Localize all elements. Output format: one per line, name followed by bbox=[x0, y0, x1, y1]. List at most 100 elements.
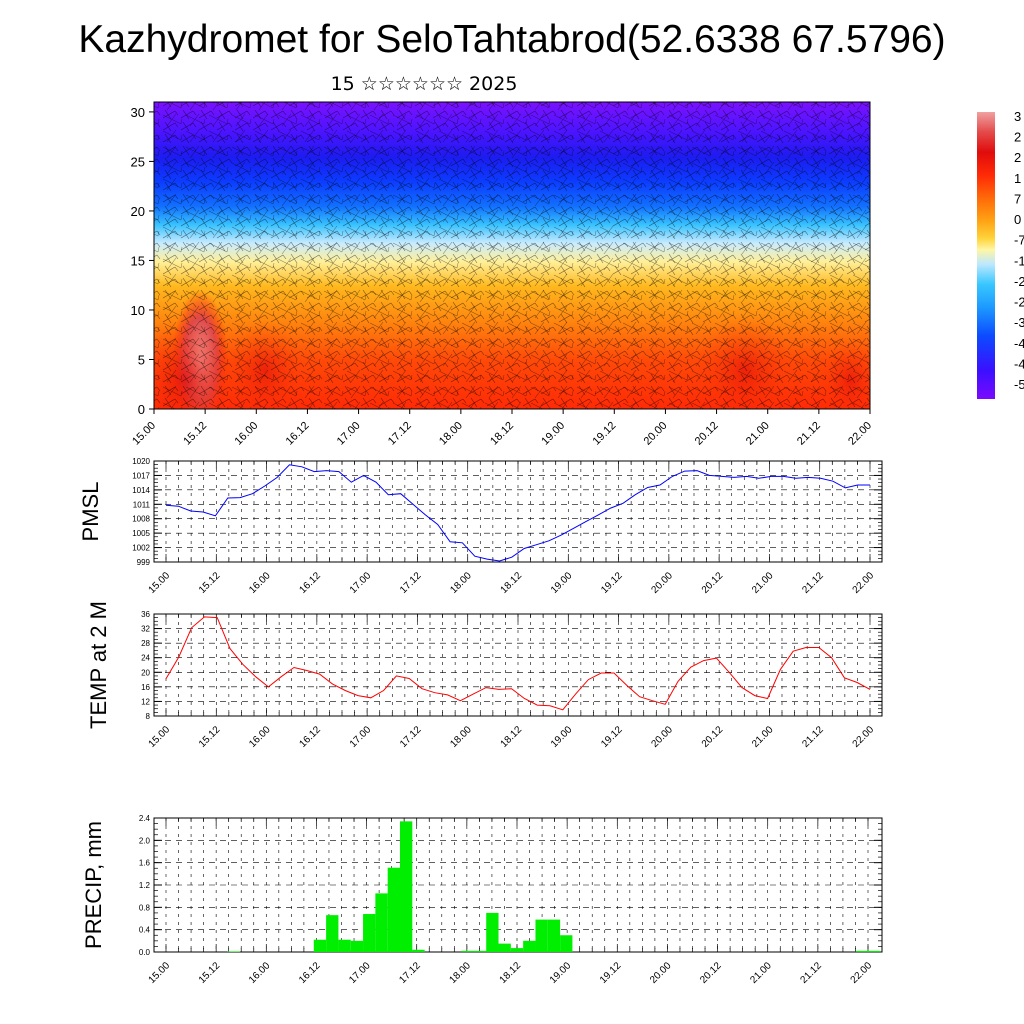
y-tick-label: 0.0 bbox=[139, 948, 151, 957]
colorbar-label: 7 bbox=[1014, 191, 1021, 206]
y-tick-label: 0.8 bbox=[139, 903, 151, 912]
x-tick-label: 17.12 bbox=[398, 570, 424, 596]
y-tick-label: 24 bbox=[141, 654, 150, 663]
pmsl-panel: 999 1002 1005 1008 1011 1014 1017 1020 15.00 15.1… bbox=[78, 457, 883, 596]
y-tick-label: 1008 bbox=[132, 515, 150, 524]
x-tick-label: 20.00 bbox=[642, 420, 670, 448]
chart-subtitle: 15 ☆☆☆☆☆☆ 2025 bbox=[330, 73, 518, 95]
x-tick-label: 15.00 bbox=[147, 960, 173, 986]
x-tick-label: 19.12 bbox=[598, 960, 624, 986]
pmsl-line bbox=[165, 464, 870, 562]
y-tick-label: 2.4 bbox=[139, 814, 151, 823]
y-tick-label: 16 bbox=[141, 683, 150, 692]
x-tick-label: 15.00 bbox=[147, 724, 173, 750]
x-tick-label: 18.00 bbox=[437, 420, 465, 448]
temperature-cross-section-heatmap: 0 5 10 15 20 25 30 15.00 15.12 16.00 16.12 17.00 17… bbox=[130, 101, 874, 448]
x-tick-label: 20.00 bbox=[650, 570, 676, 596]
colorbar-label: -4 bbox=[1014, 336, 1024, 351]
x-tick-label: 21.12 bbox=[800, 570, 826, 596]
precip-bar bbox=[523, 940, 536, 952]
x-tick-label: 19.12 bbox=[599, 724, 625, 750]
x-tick-label: 15.12 bbox=[197, 724, 223, 750]
y-tick-label: 1020 bbox=[132, 457, 150, 466]
precip-bar bbox=[387, 867, 400, 952]
y-tick-label: 1005 bbox=[132, 529, 150, 538]
temp-panel: 8 12 16 20 24 28 32 36 15.00 15.12 16.00 16.12 17.00… bbox=[86, 601, 883, 750]
colorbar-label: 1 bbox=[1014, 171, 1021, 186]
x-tick-label: 17.12 bbox=[398, 724, 424, 750]
x-tick-label: 18.00 bbox=[448, 570, 474, 596]
y-tick-label: 1.2 bbox=[139, 881, 151, 890]
colorbar-label: 2 bbox=[1014, 130, 1021, 145]
precip-bar bbox=[412, 949, 425, 952]
precip-bar bbox=[547, 919, 561, 952]
x-tick-label: 18.00 bbox=[448, 960, 474, 986]
precip-bar bbox=[486, 912, 499, 952]
x-tick-label: 17.00 bbox=[348, 724, 374, 750]
x-tick-label: 21.12 bbox=[795, 420, 823, 448]
precip-bar bbox=[375, 893, 388, 952]
y-tick-label: 1014 bbox=[132, 486, 150, 495]
precip-bar bbox=[326, 915, 339, 952]
x-tick-label: 22.00 bbox=[846, 420, 874, 448]
page-title: Kazhydromet for SeloTahtabrod(52.6338 67… bbox=[78, 18, 946, 61]
colorbar-label: -3 bbox=[1014, 315, 1024, 330]
precip-bar bbox=[535, 919, 548, 952]
x-tick-label: 18.12 bbox=[488, 420, 516, 448]
x-tick-label: 21.00 bbox=[750, 570, 776, 596]
colorbar-label: -1 bbox=[1014, 253, 1024, 268]
precip-bar bbox=[560, 935, 573, 952]
precip-bar bbox=[363, 914, 376, 952]
x-tick-label: 16.00 bbox=[232, 420, 260, 448]
colorbar-label: -2 bbox=[1014, 274, 1024, 289]
y-tick-label: 20 bbox=[131, 204, 145, 219]
precip-bar bbox=[510, 948, 524, 952]
x-tick-label: 17.00 bbox=[335, 420, 363, 448]
x-tick-label: 22.00 bbox=[851, 724, 877, 750]
temp-line bbox=[165, 616, 871, 711]
x-tick-label: 21.00 bbox=[750, 724, 776, 750]
y-tick-label: 1002 bbox=[132, 544, 150, 553]
x-tick-label: 15.12 bbox=[181, 420, 209, 448]
y-axis-label: PMSL bbox=[78, 482, 103, 542]
colorbar-label: 2 bbox=[1014, 150, 1021, 165]
colorbar-label: 0 bbox=[1014, 212, 1021, 227]
x-tick-label: 17.00 bbox=[348, 570, 374, 596]
precip-bar bbox=[855, 950, 868, 952]
x-tick-label: 18.12 bbox=[498, 960, 524, 986]
x-tick-label: 19.00 bbox=[539, 420, 567, 448]
y-tick-label: 30 bbox=[131, 105, 145, 120]
precip-bar bbox=[227, 951, 240, 952]
x-tick-label: 18.12 bbox=[499, 724, 525, 750]
x-tick-label: 19.00 bbox=[548, 960, 574, 986]
y-axis-label: TEMP at 2 M bbox=[86, 601, 111, 729]
x-tick-label: 20.00 bbox=[650, 724, 676, 750]
precip-bar bbox=[338, 939, 351, 952]
colorbar-label: -4 bbox=[1014, 356, 1024, 371]
precip-bar bbox=[473, 950, 487, 952]
x-tick-label: 21.12 bbox=[799, 960, 825, 986]
x-tick-label: 19.12 bbox=[599, 570, 625, 596]
y-tick-label: 28 bbox=[141, 639, 150, 648]
x-tick-label: 21.00 bbox=[744, 420, 772, 448]
precip-bar bbox=[400, 821, 413, 952]
colorbar-label: -7 bbox=[1014, 233, 1024, 248]
precip-bar bbox=[868, 950, 881, 952]
colorbar-label: -5 bbox=[1014, 377, 1024, 392]
precip-bar bbox=[350, 940, 364, 952]
colorbar-label: 3 bbox=[1014, 109, 1021, 124]
x-tick-label: 16.12 bbox=[298, 724, 324, 750]
precip-bar bbox=[461, 950, 474, 952]
x-tick-label: 20.12 bbox=[700, 724, 726, 750]
y-tick-label: 8 bbox=[146, 712, 151, 721]
y-tick-label: 5 bbox=[138, 352, 145, 367]
precip-bar bbox=[313, 939, 327, 952]
x-tick-label: 16.12 bbox=[297, 960, 323, 986]
x-tick-label: 22.00 bbox=[849, 960, 875, 986]
x-tick-label: 20.12 bbox=[698, 960, 724, 986]
x-tick-label: 18.00 bbox=[448, 724, 474, 750]
x-tick-label: 16.00 bbox=[247, 724, 273, 750]
x-tick-label: 17.00 bbox=[347, 960, 373, 986]
y-tick-label: 20 bbox=[141, 668, 150, 677]
